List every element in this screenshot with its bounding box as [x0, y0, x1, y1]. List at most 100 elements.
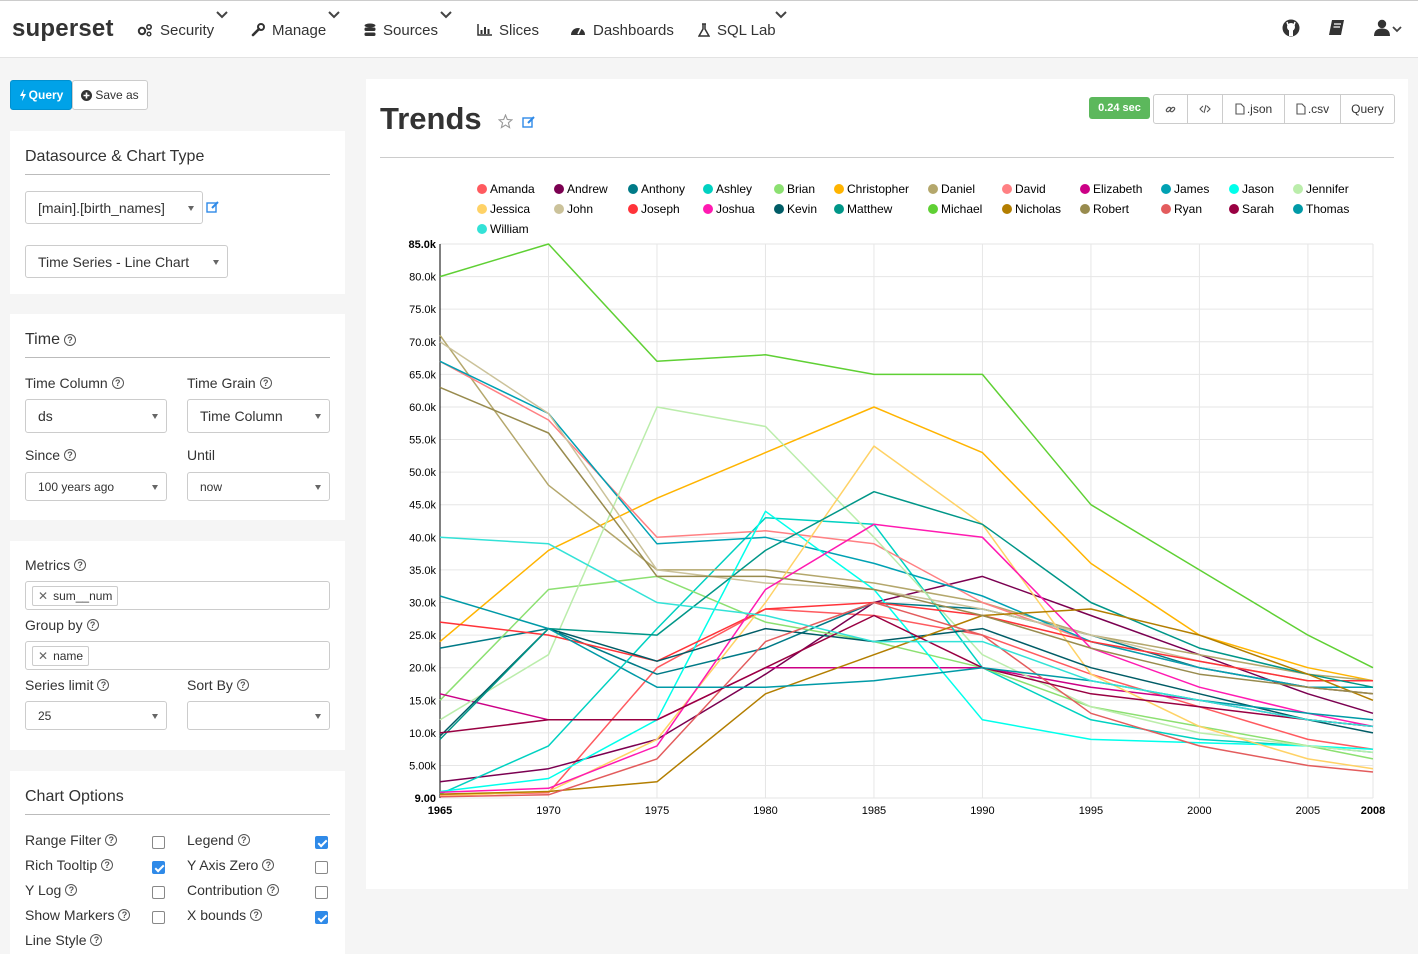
help-icon[interactable]: ?	[236, 679, 249, 691]
nav-sources[interactable]: Sources	[364, 20, 438, 40]
remove-tag-icon[interactable]: ✕	[38, 649, 49, 663]
help-icon[interactable]: ?	[111, 377, 124, 389]
github-icon[interactable]	[1280, 17, 1302, 39]
json-button[interactable]: .json	[1222, 94, 1285, 124]
x-bounds-label: X bounds?	[187, 907, 263, 923]
contribution-label: Contribution?	[187, 882, 279, 898]
caret-down-icon	[188, 205, 194, 211]
datasource-select[interactable]: [main].[birth_names]	[25, 191, 203, 224]
legend-marker	[1002, 204, 1012, 214]
y-log-label: Y Log?	[25, 882, 78, 898]
chevron-down-icon[interactable]	[440, 11, 452, 19]
shortlink-button[interactable]	[1153, 94, 1188, 124]
help-icon[interactable]: ?	[259, 377, 272, 389]
nav-slices[interactable]: Slices	[477, 20, 539, 40]
series-line-daniel	[439, 334, 1374, 682]
book-icon[interactable]	[1326, 17, 1348, 39]
series-line-michael	[439, 243, 1374, 669]
legend-marker	[628, 184, 638, 194]
y-log-checkbox[interactable]	[152, 886, 165, 899]
help-icon[interactable]: ?	[63, 334, 76, 346]
remove-tag-icon[interactable]: ✕	[38, 589, 49, 603]
y-tick-label: 70.0k	[409, 337, 436, 349]
chevron-down-icon[interactable]	[328, 11, 340, 19]
sort-by-select[interactable]	[187, 701, 330, 730]
legend-marker	[554, 204, 564, 214]
legend-label: Brian	[787, 182, 815, 196]
groupby-input[interactable]: ✕ name	[25, 641, 330, 670]
run-query-label: Query	[28, 88, 64, 102]
help-icon[interactable]: ?	[250, 909, 263, 921]
range-filter-checkbox[interactable]	[152, 836, 165, 849]
caret-down-icon	[152, 484, 158, 490]
chevron-down-icon[interactable]	[775, 11, 787, 19]
caret-down-icon	[315, 414, 321, 419]
save-as-button[interactable]: Save as	[72, 80, 148, 110]
legend-label: Elizabeth	[1093, 182, 1142, 196]
legend-marker	[477, 224, 487, 234]
x-tick-label: 1990	[970, 805, 994, 817]
metric-tag-label: sum__num	[53, 589, 113, 603]
legend-label: Joseph	[641, 202, 680, 216]
file-icon	[1296, 103, 1306, 115]
groupby-tag-label: name	[53, 649, 84, 663]
y-axis-zero-checkbox[interactable]	[315, 861, 328, 874]
nav-security[interactable]: Security	[137, 20, 214, 40]
brand-logo[interactable]: superset	[12, 15, 114, 42]
panel-divider	[25, 357, 330, 358]
legend-marker	[928, 204, 938, 214]
edit-datasource-icon[interactable]	[206, 200, 220, 214]
viz-type-select[interactable]: Time Series - Line Chart	[25, 245, 228, 278]
series-line-jennifer	[439, 406, 1374, 754]
nav-slices-label: Slices	[499, 21, 540, 39]
embed-button[interactable]	[1187, 94, 1223, 124]
help-icon[interactable]: ?	[64, 449, 77, 461]
time-grain-label: Time Grain?	[187, 375, 272, 391]
help-icon[interactable]: ?	[97, 679, 110, 691]
help-icon[interactable]: ?	[86, 619, 99, 631]
legend-label: Ashley	[716, 182, 752, 196]
metrics-input[interactable]: ✕ sum__num	[25, 581, 330, 610]
nav-dashboards[interactable]: Dashboards	[570, 20, 674, 40]
since-select[interactable]: 100 years ago	[25, 472, 167, 501]
help-icon[interactable]: ?	[237, 834, 250, 846]
chevron-down-icon[interactable]	[1392, 26, 1402, 33]
rich-tooltip-checkbox[interactable]	[152, 861, 165, 874]
until-select[interactable]: now	[187, 472, 330, 501]
file-icon	[1235, 103, 1245, 115]
line-chart[interactable]: 9.00 5.00k 10.0k 15.0k 20.0k 25.0k 30.0k 35.0k 4…	[366, 79, 1408, 859]
series-limit-select[interactable]: 25	[25, 701, 167, 730]
caret-down-icon	[213, 259, 219, 265]
view-query-button[interactable]: Query	[1340, 94, 1395, 124]
chevron-down-icon[interactable]	[216, 11, 228, 19]
y-tick-label: 80.0k	[409, 272, 436, 284]
legend-label: Nicholas	[1015, 202, 1061, 216]
series-line-joseph	[439, 601, 1373, 682]
run-query-button[interactable]: Query	[10, 80, 72, 110]
legend-label: Amanda	[490, 182, 535, 196]
panel-divider	[25, 814, 330, 815]
help-icon[interactable]: ?	[74, 559, 87, 571]
contribution-checkbox[interactable]	[315, 886, 328, 899]
star-icon[interactable]	[497, 113, 514, 129]
help-icon[interactable]: ?	[105, 834, 118, 846]
help-icon[interactable]: ?	[65, 884, 78, 896]
time-column-select[interactable]: ds	[25, 399, 167, 433]
nav-sql-lab[interactable]: SQL Lab	[698, 20, 776, 40]
help-icon[interactable]: ?	[262, 859, 275, 871]
nav-manage[interactable]: Manage	[251, 20, 326, 40]
legend-checkbox[interactable]	[315, 836, 328, 849]
x-bounds-checkbox[interactable]	[315, 911, 328, 924]
help-icon[interactable]: ?	[101, 859, 114, 871]
user-icon[interactable]	[1372, 17, 1394, 39]
help-icon[interactable]: ?	[266, 884, 279, 896]
edit-icon[interactable]	[522, 115, 536, 129]
help-icon[interactable]: ?	[90, 934, 103, 946]
show-markers-checkbox[interactable]	[152, 911, 165, 924]
x-tick-label: 1965	[428, 805, 452, 817]
code-icon	[1199, 104, 1211, 114]
x-tick-label: 1980	[753, 805, 777, 817]
legend-label: Jason	[1242, 182, 1274, 196]
time-grain-select[interactable]: Time Column	[187, 399, 330, 433]
help-icon[interactable]: ?	[118, 909, 131, 921]
